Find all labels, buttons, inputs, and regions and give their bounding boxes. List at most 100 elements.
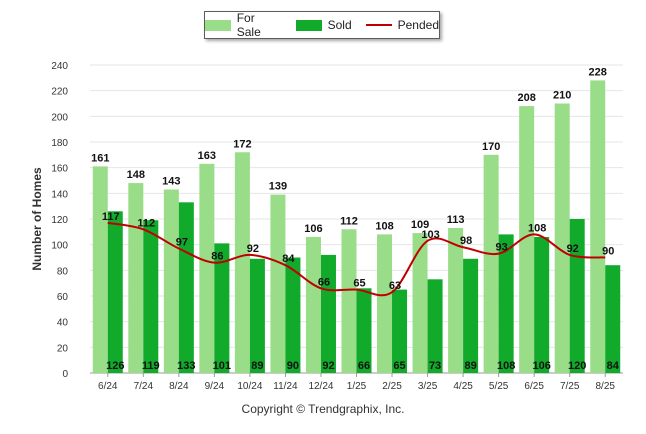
data-label-pended: 65 (353, 278, 365, 290)
bar-sold (534, 236, 550, 373)
data-label-for-sale: 172 (233, 138, 251, 150)
y-tick-label: 160 (51, 164, 68, 175)
legend-item-sold: Sold (295, 18, 352, 32)
y-tick-label: 100 (51, 241, 68, 252)
bar-sold (214, 243, 230, 373)
bar-for-sale (305, 236, 321, 373)
bar-for-sale (448, 227, 464, 373)
x-tick-label: 11/24 (273, 381, 298, 392)
bar-sold (143, 220, 159, 373)
x-tick-label: 10/24 (237, 381, 262, 392)
data-label-sold: 101 (213, 360, 231, 372)
x-tick-label: 3/25 (418, 381, 438, 392)
bar-for-sale (128, 183, 144, 373)
data-label-pended: 92 (567, 243, 579, 255)
bar-for-sale (377, 234, 393, 373)
y-tick-label: 40 (57, 318, 69, 329)
data-label-for-sale: 210 (553, 90, 571, 102)
bar-sold (285, 257, 301, 373)
x-tick-label: 4/25 (453, 381, 473, 392)
legend-swatch-sold (295, 19, 322, 31)
legend-swatch-pended (365, 24, 392, 26)
data-label-pended: 90 (602, 246, 614, 258)
data-label-sold: 120 (568, 360, 586, 372)
x-tick-label: 6/25 (524, 381, 544, 392)
data-label-sold: 106 (532, 360, 550, 372)
bar-for-sale (92, 166, 108, 373)
x-tick-label: 1/25 (347, 381, 367, 392)
legend: For Sale Sold Pended (204, 11, 440, 39)
data-label-sold: 133 (177, 360, 195, 372)
bar-sold (605, 265, 621, 373)
bar-sold (107, 211, 123, 373)
data-label-for-sale: 161 (91, 152, 109, 164)
bar-for-sale (412, 233, 428, 373)
bar-for-sale (341, 229, 357, 373)
data-label-for-sale: 139 (269, 181, 287, 193)
data-label-pended: 93 (496, 242, 508, 254)
data-label-sold: 108 (497, 360, 515, 372)
copyright-footer: Copyright © Trendgraphix, Inc. (241, 402, 405, 416)
data-label-pended: 108 (528, 222, 546, 234)
data-label-for-sale: 109 (411, 219, 429, 231)
y-tick-label: 200 (51, 112, 68, 123)
legend-label-sold: Sold (327, 18, 352, 32)
data-label-for-sale: 228 (589, 66, 607, 78)
bar-sold (320, 254, 336, 373)
data-label-pended: 98 (460, 235, 472, 247)
bar-sold (427, 279, 443, 373)
y-tick-label: 80 (57, 266, 69, 277)
bar-sold (249, 258, 265, 373)
data-label-for-sale: 113 (447, 214, 465, 226)
y-tick-label: 220 (51, 87, 68, 98)
data-label-pended: 112 (137, 217, 155, 229)
data-label-for-sale: 163 (198, 150, 216, 162)
data-label-pended: 97 (176, 237, 188, 249)
data-label-pended: 86 (211, 251, 223, 263)
x-tick-label: 2/25 (382, 381, 402, 392)
legend-swatch-for-sale (205, 19, 231, 31)
x-tick-label: 7/25 (560, 381, 580, 392)
data-label-sold: 126 (106, 360, 124, 372)
data-label-for-sale: 112 (340, 215, 358, 227)
bar-sold (463, 258, 479, 373)
x-tick-label: 5/25 (489, 381, 509, 392)
bar-for-sale (590, 80, 606, 374)
data-label-pended: 117 (102, 211, 120, 223)
bar-sold (356, 288, 372, 373)
legend-item-for-sale: For Sale (205, 11, 282, 39)
data-label-for-sale: 170 (482, 141, 500, 153)
bar-for-sale (483, 154, 499, 373)
data-label-for-sale: 148 (127, 169, 145, 181)
bar-for-sale (554, 103, 570, 373)
data-label-pended: 66 (318, 276, 330, 288)
bar-sold (392, 289, 408, 373)
bar-for-sale (270, 194, 286, 373)
y-tick-label: 60 (57, 292, 69, 303)
bar-for-sale (199, 163, 215, 373)
y-tick-label: 20 (57, 343, 69, 354)
legend-item-pended: Pended (365, 18, 439, 32)
data-label-pended: 92 (247, 243, 259, 255)
data-label-for-sale: 106 (304, 223, 322, 235)
x-tick-label: 7/24 (134, 381, 154, 392)
legend-label-pended: Pended (397, 18, 439, 32)
data-label-sold: 65 (393, 360, 405, 372)
data-label-sold: 89 (251, 360, 263, 372)
y-tick-label: 140 (51, 189, 68, 200)
y-tick-label: 120 (51, 215, 68, 226)
data-label-sold: 73 (429, 360, 441, 372)
data-label-for-sale: 208 (517, 92, 535, 104)
data-label-for-sale: 143 (162, 175, 180, 187)
y-axis-title: Number of Homes (30, 167, 44, 271)
data-label-pended: 63 (389, 280, 401, 292)
y-tick-label: 240 (51, 61, 68, 72)
x-tick-label: 9/24 (205, 381, 225, 392)
x-tick-label: 8/25 (595, 381, 615, 392)
x-tick-label: 8/24 (169, 381, 189, 392)
bar-for-sale (163, 189, 179, 373)
data-label-pended: 84 (282, 253, 295, 265)
data-label-sold: 84 (607, 360, 620, 372)
data-label-sold: 89 (464, 360, 476, 372)
